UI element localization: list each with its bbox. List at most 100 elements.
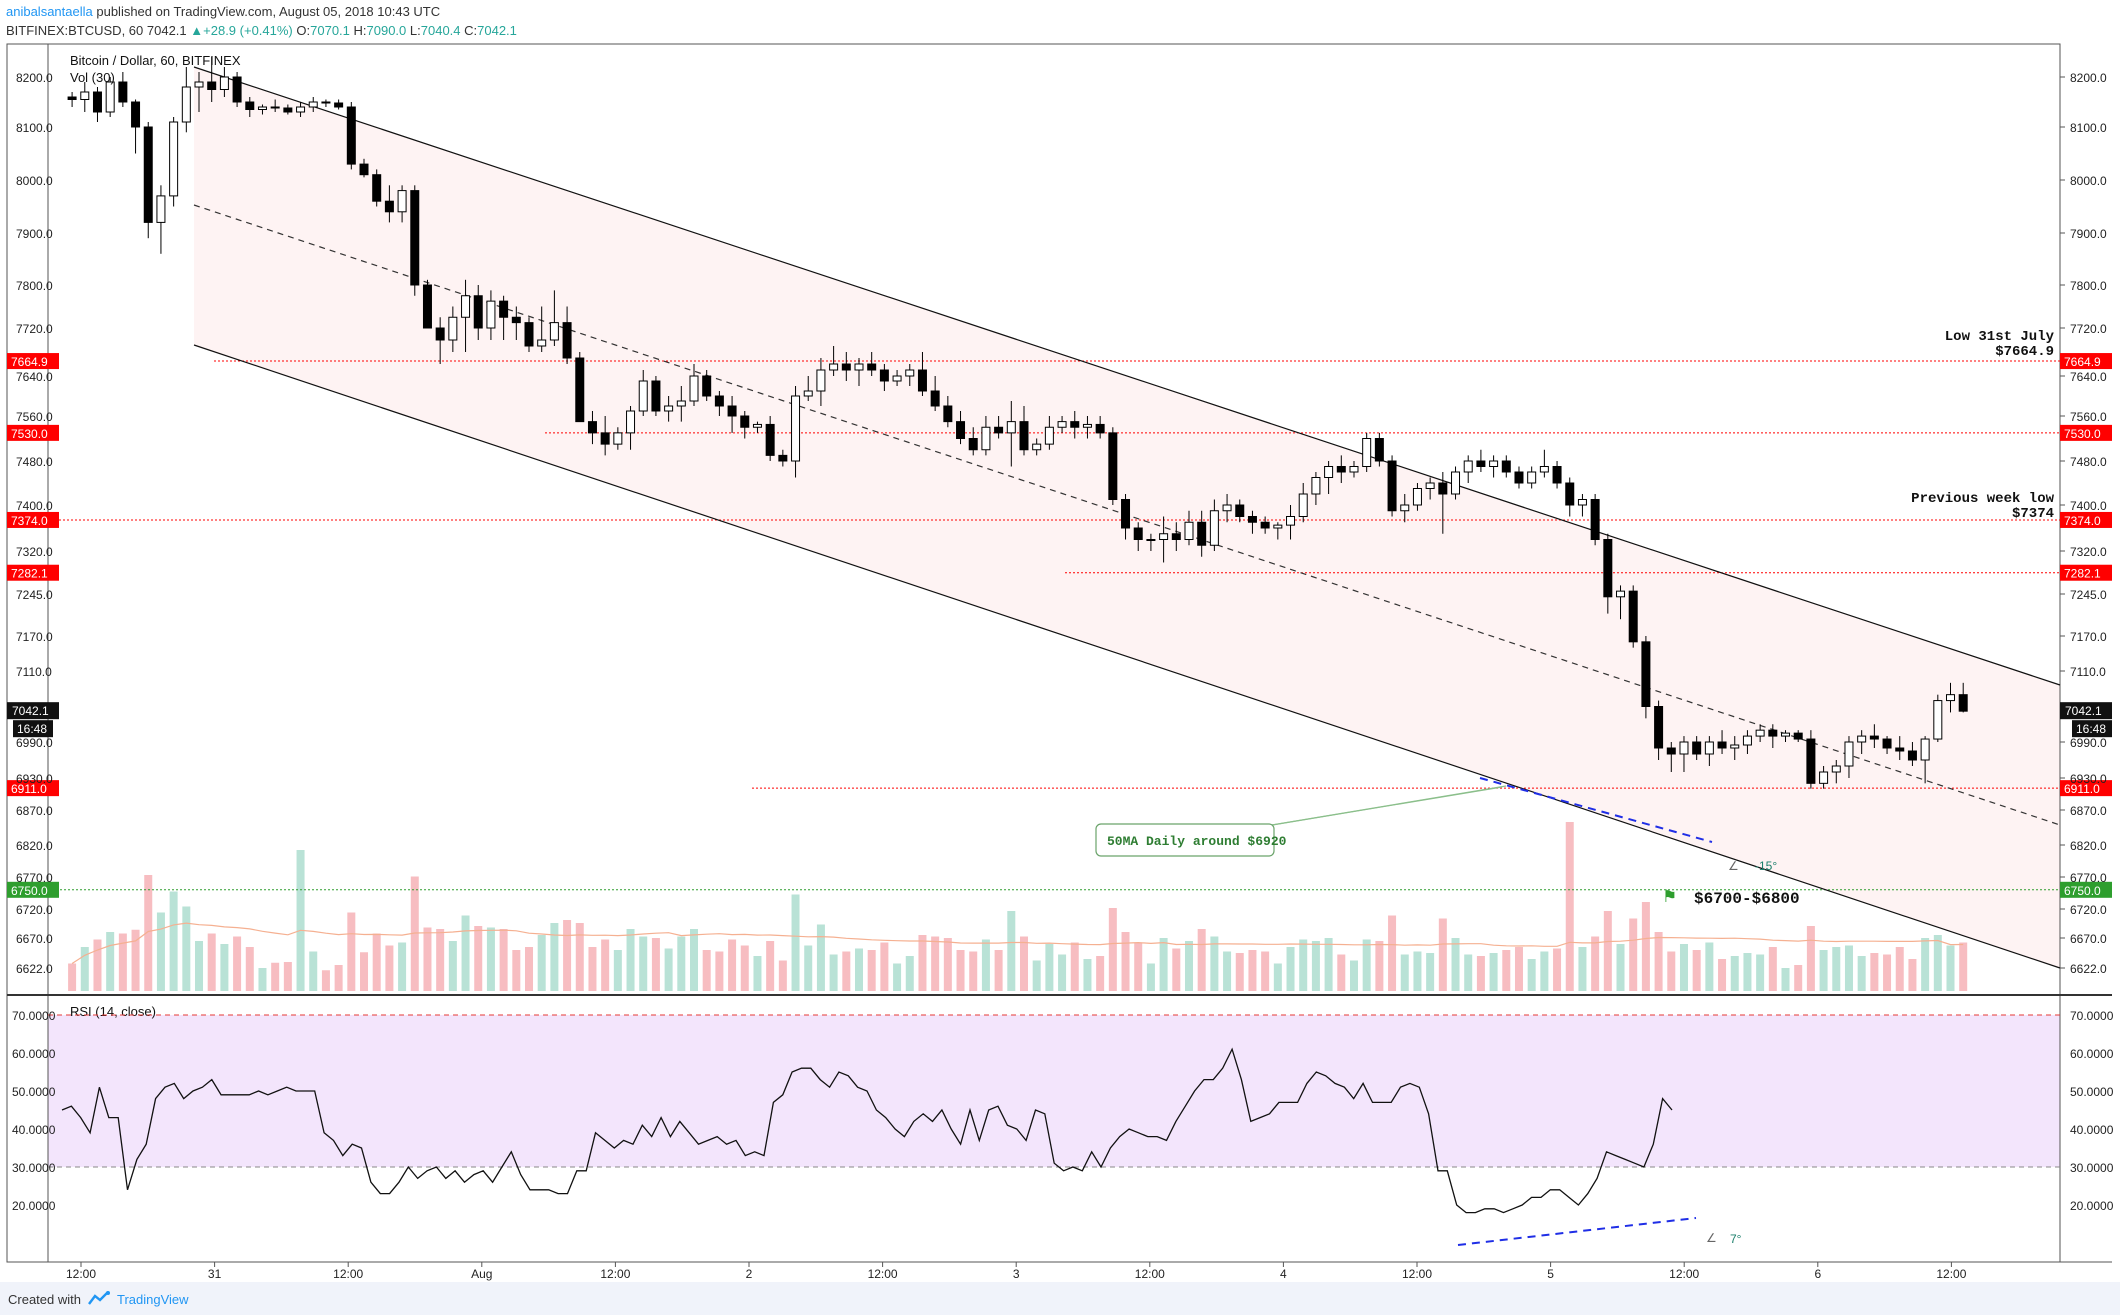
level-tag-left: [7, 780, 59, 797]
candle-body: [1032, 443, 1042, 451]
volume-bar: [1692, 950, 1701, 991]
candle-body: [1628, 590, 1638, 643]
candle-body: [1286, 516, 1296, 526]
volume-bar: [385, 945, 394, 991]
volume-bar: [106, 932, 115, 991]
candle-body: [270, 106, 280, 109]
volume-series: [68, 822, 1968, 991]
price-tick-right: 6622.0: [2070, 962, 2107, 976]
candle-body: [1819, 771, 1829, 784]
volume-bar: [525, 947, 534, 991]
close-value: 7042.1: [477, 23, 517, 38]
volume-bar: [283, 962, 292, 991]
candle-body: [867, 363, 877, 371]
volume-bar: [1286, 947, 1295, 991]
price-tick-right: 7170.0: [2070, 630, 2107, 644]
volume-bar: [715, 951, 724, 991]
candle-body: [105, 81, 115, 113]
candle-body: [1857, 735, 1867, 743]
price-tick-left: 7320.0: [16, 545, 53, 559]
candle-body: [1527, 471, 1537, 484]
candle-body: [1768, 729, 1778, 737]
candle-body: [1514, 471, 1524, 484]
tradingview-brand[interactable]: TradingView: [117, 1292, 189, 1307]
candle-body: [1565, 482, 1575, 506]
volume-bar: [1210, 936, 1219, 991]
price-tick-left: 7640.0: [16, 370, 53, 384]
volume-bar: [1184, 941, 1193, 991]
candle-body: [1755, 729, 1765, 737]
volume-bar: [1806, 926, 1815, 991]
level-tag-right: [2060, 353, 2112, 370]
level-tag-left: [7, 424, 59, 441]
candle-body: [346, 106, 356, 165]
volume-bar: [677, 936, 686, 991]
candle-body: [1247, 516, 1257, 523]
price-tick-right: 6670.0: [2070, 932, 2107, 946]
volume-bar: [1108, 908, 1117, 991]
volume-bar: [563, 920, 572, 991]
volume-bar: [893, 963, 902, 991]
volume-bar: [728, 939, 737, 991]
volume-bar: [423, 927, 432, 991]
candle-body: [1235, 504, 1245, 517]
volume-bar: [245, 947, 254, 991]
volume-bar: [1908, 959, 1917, 991]
target-text: $6700-$6800: [1694, 890, 1800, 908]
price-tick-right: 7480.0: [2070, 455, 2107, 469]
price-tick-left: 7800.0: [16, 279, 53, 293]
candle-body: [1438, 482, 1448, 495]
candle-body: [956, 421, 966, 439]
price-tick-right: 8000.0: [2070, 174, 2107, 188]
candle-body: [372, 174, 382, 202]
candle-body: [664, 405, 674, 412]
volume-bar: [436, 929, 445, 991]
price-tick-right: 6870.0: [2070, 804, 2107, 818]
volume-bar: [1629, 918, 1638, 991]
rsi-angle-glyph: ∠: [1706, 1231, 1717, 1245]
footer-bar: Created with TradingView: [0, 1282, 2120, 1315]
rsi-tick-left: 20.0000: [12, 1199, 56, 1213]
volume-bar: [626, 929, 635, 991]
volume-bar: [1743, 953, 1752, 991]
time-tick-label: 12:00: [1135, 1267, 1165, 1281]
level-label-right: 7374.0: [2064, 514, 2101, 528]
volume-bar: [1413, 951, 1422, 991]
candle-body: [829, 363, 839, 371]
volume-bar: [258, 968, 267, 991]
candle-body: [575, 357, 585, 423]
volume-bar: [1083, 959, 1092, 991]
candle-body: [854, 363, 864, 371]
ma-pointer-line-2: [1271, 785, 1507, 826]
volume-bar: [1781, 968, 1790, 991]
candle-body: [752, 423, 762, 428]
candle-series: [67, 57, 1968, 789]
author-link[interactable]: anibalsantaella: [6, 4, 93, 19]
price-trend-angle: -15°: [1755, 859, 1777, 873]
volume-bar: [1134, 942, 1143, 991]
candle-body: [1298, 493, 1308, 517]
volume-bar: [1870, 953, 1879, 991]
volume-label: Vol (30): [70, 70, 115, 85]
open-label: O:: [296, 23, 311, 38]
time-tick-label: 12:00: [1402, 1267, 1432, 1281]
candle-body: [1374, 438, 1384, 462]
price-tick-right: 8200.0: [2070, 71, 2107, 85]
candle-body: [1463, 460, 1473, 473]
price-tick-left: 6820.0: [16, 839, 53, 853]
volume-bar: [1045, 944, 1054, 991]
price-tick-right: 7400.0: [2070, 499, 2107, 513]
chart-canvas[interactable]: 7664.9 7664.9 7530.0 7530.0 7374.0 7374.0 7282…: [0, 0, 2120, 1282]
candle-body: [80, 91, 90, 100]
low-label: L:: [409, 23, 421, 38]
level-tag-right: [2060, 424, 2112, 441]
candle-body: [1704, 741, 1714, 755]
countdown-label-left: 16:48: [17, 722, 47, 736]
candle-body: [1425, 482, 1435, 489]
candle-body: [435, 327, 445, 341]
channel-upper-line: [193, 66, 2061, 686]
candle-body: [626, 410, 636, 434]
candle-body: [524, 322, 534, 347]
candle-body: [1590, 499, 1600, 540]
candle-body: [1742, 735, 1752, 746]
